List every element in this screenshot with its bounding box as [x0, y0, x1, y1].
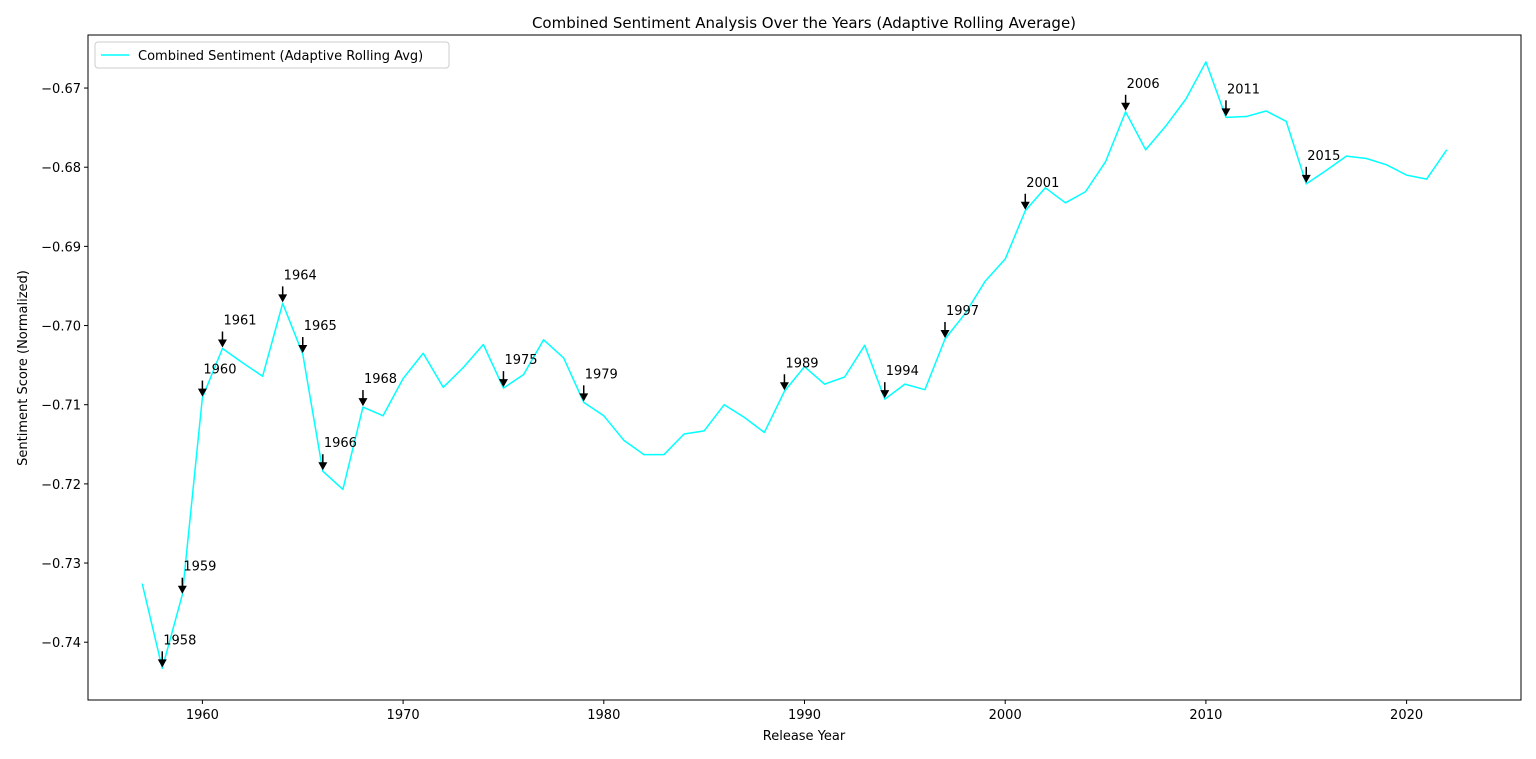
annotation-arrow-head	[940, 330, 950, 338]
annotation-label: 1997	[946, 304, 979, 319]
annotation-label: 1959	[183, 560, 216, 575]
x-tick-label: 1970	[387, 708, 420, 723]
legend-entry-label: Combined Sentiment (Adaptive Rolling Avg…	[138, 49, 423, 64]
annotation-1968: 1968	[358, 372, 397, 407]
annotation-arrow-head	[1020, 201, 1030, 210]
annotation-label: 1989	[785, 356, 818, 371]
annotation-arrow-head	[498, 379, 508, 388]
annotation-arrow-head	[358, 398, 368, 407]
annotation-label: 1994	[886, 364, 919, 379]
annotation-1979: 1979	[579, 367, 618, 402]
annotation-arrow-head	[1301, 174, 1311, 183]
annotation-label: 1958	[163, 633, 196, 648]
y-tick-label: −0.73	[41, 557, 81, 572]
annotation-arrow-head	[318, 462, 328, 471]
annotation-label: 2001	[1026, 176, 1059, 191]
annotation-label: 1975	[504, 353, 537, 368]
x-axis: 1960 1970 1980 1990 2000 2010 2020	[186, 700, 1423, 723]
series-line-combined-sentiment	[141, 61, 1448, 670]
legend-box	[94, 41, 450, 69]
annotation-arrow-head	[278, 294, 288, 303]
x-tick-label: 1960	[186, 708, 219, 723]
annotation-1989: 1989	[779, 356, 819, 391]
annotation-label: 2011	[1227, 82, 1260, 97]
annotation-1994: 1994	[880, 364, 919, 399]
annotation-arrow-head	[579, 393, 589, 402]
y-axis-label: Sentiment Score (Normalized)	[16, 270, 31, 466]
annotation-arrow-head	[1121, 102, 1131, 111]
y-tick-label: −0.72	[41, 478, 81, 493]
annotation-1997: 1997	[940, 304, 979, 338]
annotation-label: 2015	[1307, 149, 1340, 164]
y-tick-label: −0.69	[41, 240, 81, 255]
x-tick-label: 1980	[587, 708, 620, 723]
x-axis-label: Release Year	[763, 729, 846, 744]
annotation-arrow-head	[298, 345, 308, 354]
y-tick-label: −0.70	[41, 320, 81, 335]
x-tick-label: 1990	[788, 708, 821, 723]
annotation-1959: 1959	[177, 560, 216, 594]
annotation-label: 1961	[223, 314, 256, 329]
y-tick-label: −0.74	[41, 636, 81, 651]
annotation-label: 1979	[585, 367, 618, 382]
annotation-1958: 1958	[157, 633, 196, 668]
annotation-label: 1960	[203, 363, 236, 378]
annotation-arrow-head	[217, 339, 227, 348]
annotation-arrow-head	[177, 585, 187, 594]
annotation-arrow-head	[197, 388, 207, 397]
x-tick-label: 2020	[1390, 708, 1423, 723]
annotation-arrow-head	[779, 382, 789, 391]
annotation-1961: 1961	[217, 314, 257, 348]
annotation-arrow-head	[157, 659, 167, 668]
annotation-2011: 2011	[1221, 82, 1260, 117]
chart-title: Combined Sentiment Analysis Over the Yea…	[532, 14, 1076, 32]
x-tick-label: 2000	[989, 708, 1022, 723]
annotation-1966: 1966	[318, 436, 357, 471]
y-tick-label: −0.67	[41, 82, 81, 97]
x-tick-label: 2010	[1189, 708, 1222, 723]
annotation-label: 1964	[284, 268, 317, 283]
annotation-label: 1968	[364, 372, 397, 387]
y-tick-label: −0.68	[41, 161, 81, 176]
annotation-1965: 1965	[298, 319, 337, 354]
annotation-1960: 1960	[197, 363, 236, 397]
y-tick-label: −0.71	[41, 399, 81, 414]
annotation-arrow-head	[880, 390, 890, 399]
y-axis: −0.74 −0.73 −0.72 −0.71 −0.70 −0.69 −0.68 −0.67	[41, 82, 88, 651]
annotation-arrow-head	[1221, 108, 1231, 117]
annotation-2001: 2001	[1020, 176, 1059, 210]
annotation-label: 1966	[324, 436, 357, 451]
plot-area: 1958 1959 1960 1961 1964 1965 1966 1968 1975 1979…	[141, 61, 1448, 670]
annotation-label: 1965	[304, 319, 337, 334]
annotation-1964: 1964	[278, 268, 317, 303]
legend: Combined Sentiment (Adaptive Rolling Avg…	[94, 41, 450, 69]
annotation-2015: 2015	[1301, 149, 1340, 183]
annotation-2006: 2006	[1121, 77, 1160, 111]
annotation-label: 2006	[1127, 77, 1160, 92]
annotation-1975: 1975	[498, 353, 538, 388]
